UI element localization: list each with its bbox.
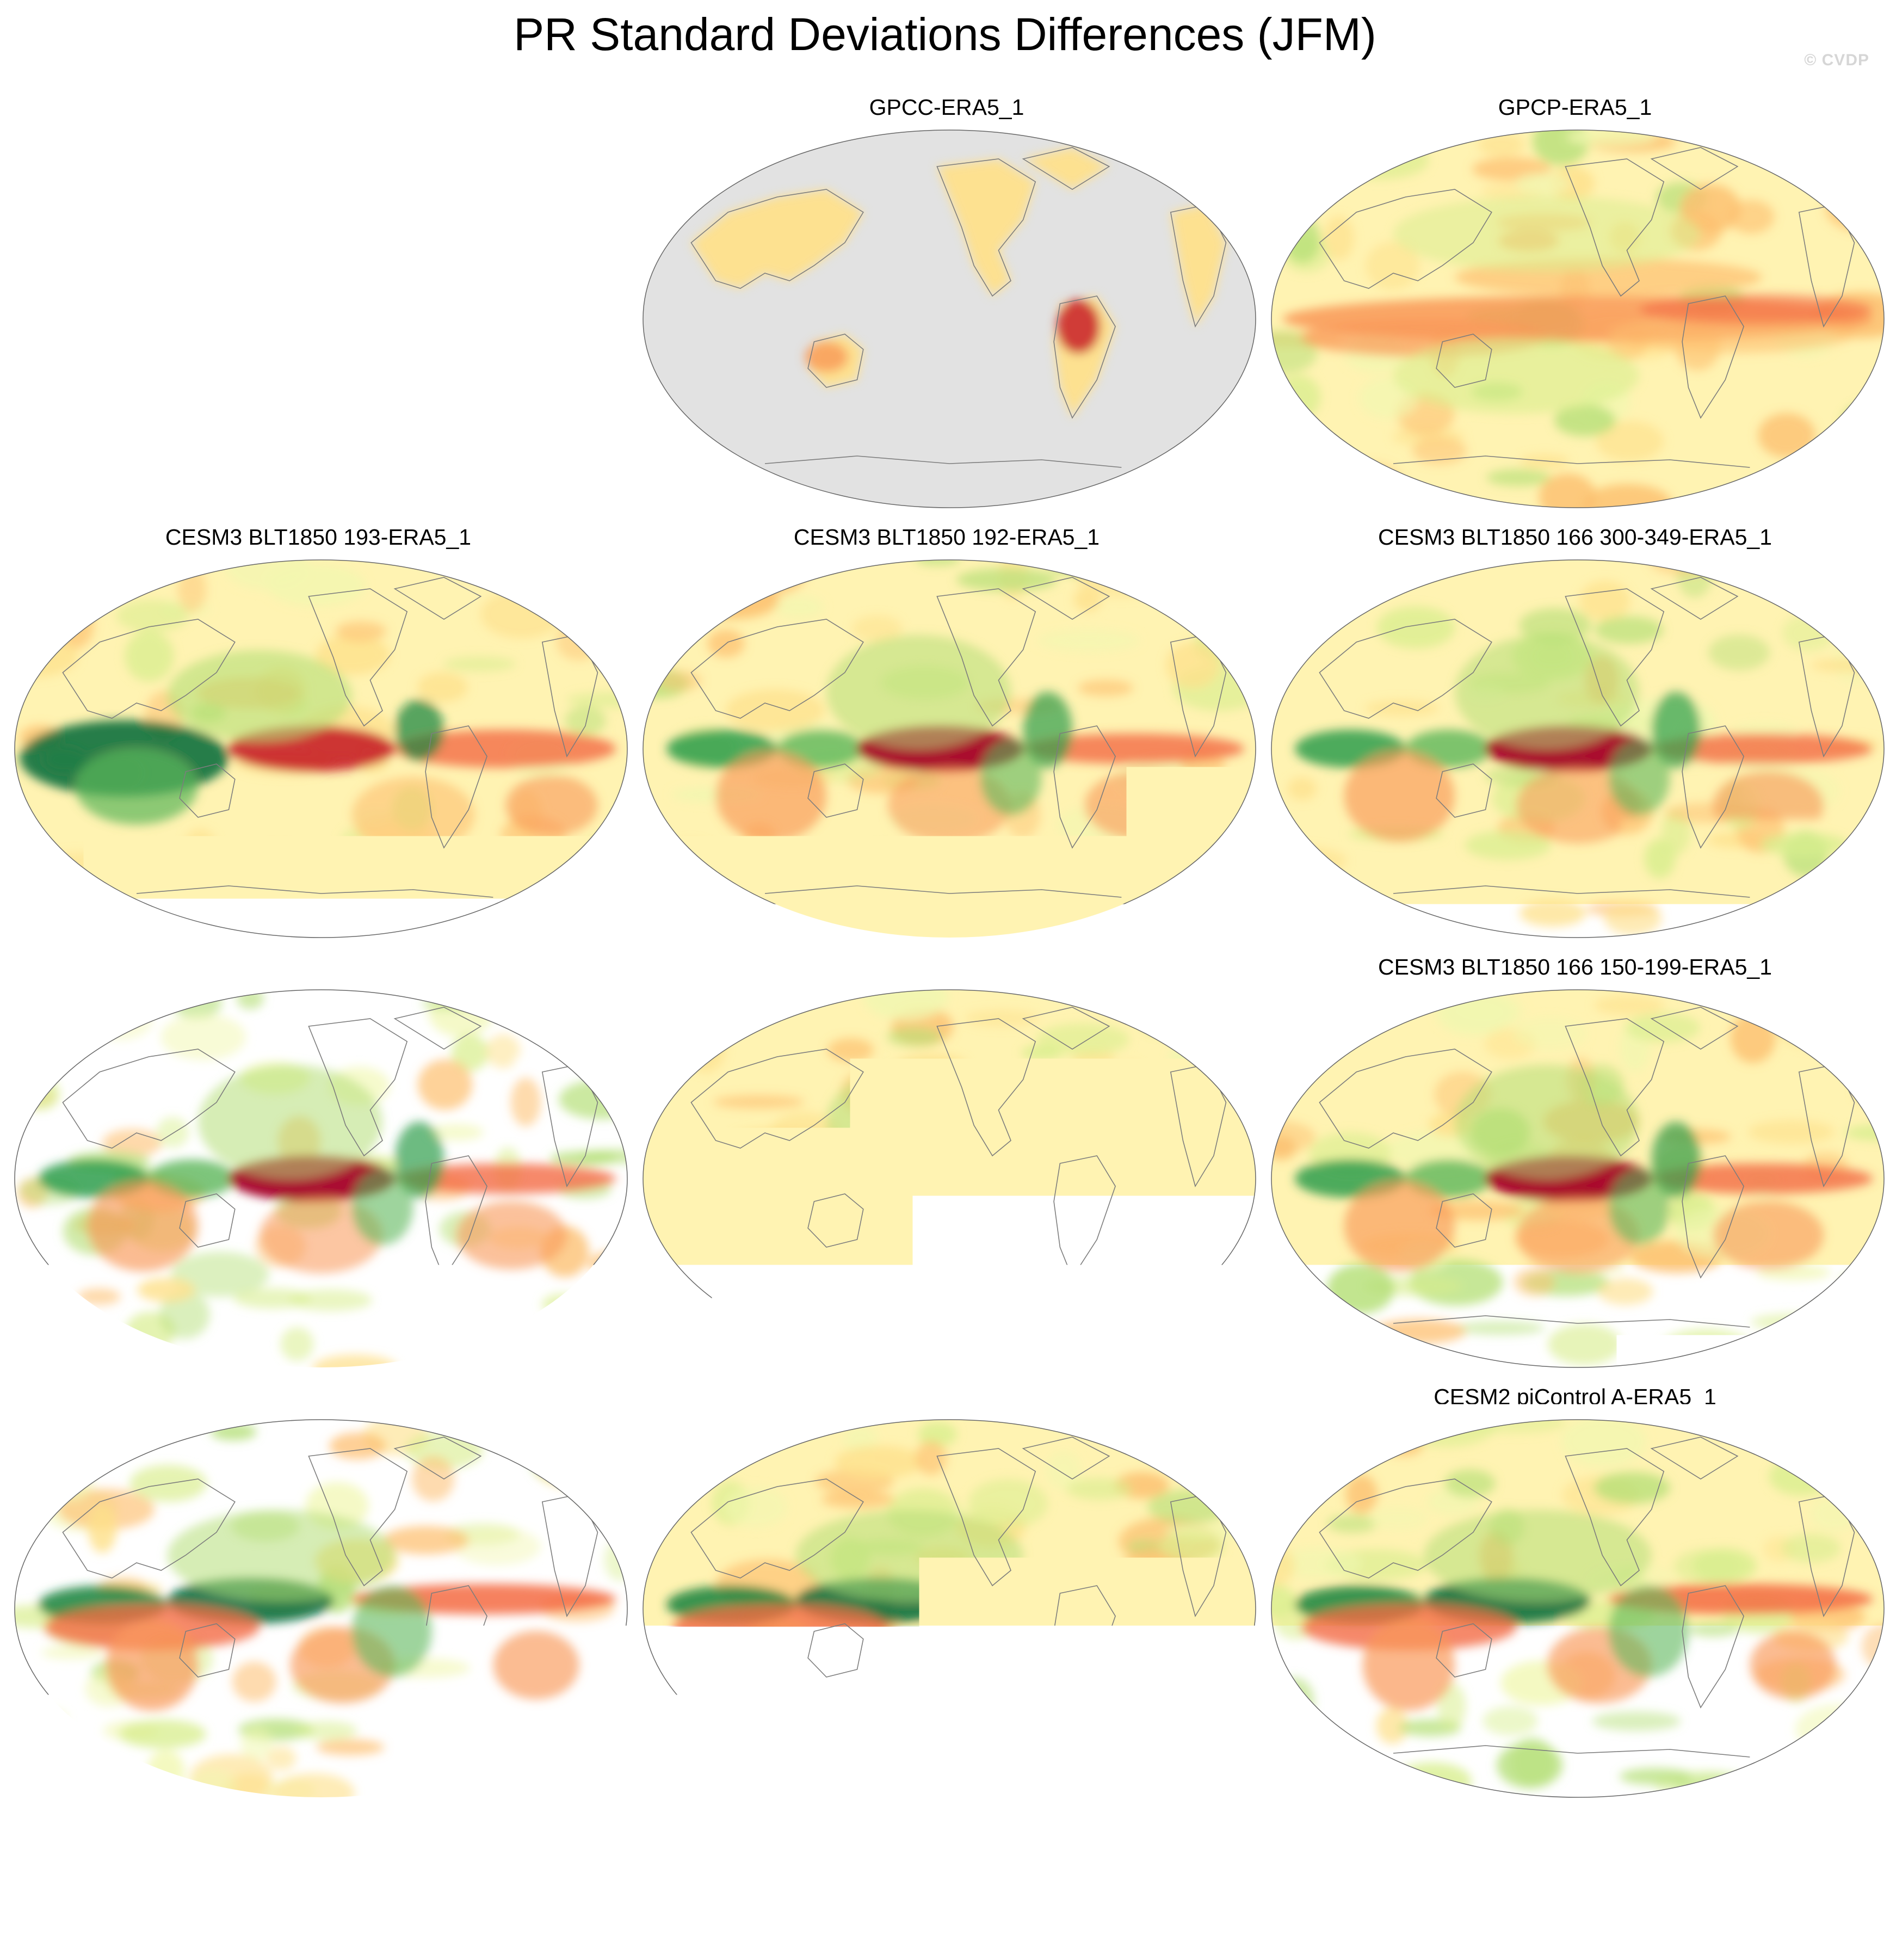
map-panel: CESM3 BLT1850 192-ERA5_1 xyxy=(637,522,1257,952)
map-panel: CESM3 BLT1850 166 200-249-ERA5_1 xyxy=(637,952,1257,1382)
colorbar-tick-label: -0.25 xyxy=(741,1874,820,1912)
map-panel-title: CESM2 piControl A-ERA5_1 xyxy=(1265,1382,1885,1412)
colorbar-tick-label: 0 xyxy=(935,1874,955,1912)
robinson-map xyxy=(642,558,1257,939)
robinson-map xyxy=(642,128,1257,509)
robinson-map xyxy=(14,1418,628,1799)
map-panel-title: CESM2 piControl B-ERA5_1 xyxy=(637,1382,1257,1412)
cvdp-credit: © CVDP xyxy=(1804,51,1869,70)
figure-title: PR Standard Deviations Differences (JFM) xyxy=(0,4,1890,64)
map-panel: CESM3 BLT1850 193-ERA5_1 xyxy=(8,522,628,952)
map-panel: CESM2 piControl B-ERA5_1 xyxy=(637,1382,1257,1812)
map-panel-title: CESM3 BLT1850 193-ERA5_1 xyxy=(8,522,628,552)
map-panel: CESM3 BLT1850 166 300-349-ERA5_1 xyxy=(1265,522,1885,952)
colorbar-tick-label: -2 xyxy=(436,1874,467,1912)
robinson-map xyxy=(14,558,628,939)
robinson-map xyxy=(1270,1418,1885,1799)
colorbar-tick-label: 0.25 xyxy=(1076,1874,1144,1912)
robinson-map xyxy=(642,988,1257,1369)
map-panel-title: CESM3 BLT1850 166 150-199-ERA5_1 xyxy=(1265,952,1885,982)
map-panel-title: CESM3 BLT1850 192-ERA5_1 xyxy=(637,522,1257,552)
robinson-map xyxy=(642,1418,1257,1799)
map-panel-title: GPCP-ERA5_1 xyxy=(1265,93,1885,122)
map-panel: CESM2 piControl C-ERA5_1 xyxy=(8,1382,628,1812)
colorbar xyxy=(286,1833,1604,1865)
map-panel-title: CESM2 piControl C-ERA5_1 xyxy=(8,1382,628,1412)
map-panel-title: GPCC-ERA5_1 xyxy=(637,93,1257,122)
colorbar-unit-label: mm/day xyxy=(883,1915,1007,1953)
map-panel: GPCP-ERA5_1 xyxy=(1265,93,1885,522)
colorbar-tick-label: 2 xyxy=(1429,1874,1449,1912)
map-panel: CESM2 piControl A-ERA5_1 xyxy=(1265,1382,1885,1812)
colorbar-tick-label: -1 xyxy=(601,1874,632,1912)
map-panel-title: CESM3 BLT1850 166 200-249-ERA5_1 xyxy=(637,952,1257,982)
robinson-map xyxy=(14,988,628,1369)
robinson-map xyxy=(1270,558,1885,939)
map-panel-title: CESM3 BLT1850 166 250-299-ERA5_1 xyxy=(8,952,628,982)
map-panel: GPCC-ERA5_1 xyxy=(637,93,1257,522)
colorbar-frame xyxy=(286,1833,1604,1865)
map-panel: CESM3 BLT1850 166 250-299-ERA5_1 xyxy=(8,952,628,1382)
robinson-map xyxy=(1270,988,1885,1369)
colorbar-tick-label: 1 xyxy=(1265,1874,1284,1912)
map-panel-title: CESM3 BLT1850 166 300-349-ERA5_1 xyxy=(1265,522,1885,552)
map-panel: CESM3 BLT1850 166 150-199-ERA5_1 xyxy=(1265,952,1885,1382)
robinson-map xyxy=(1270,128,1885,509)
